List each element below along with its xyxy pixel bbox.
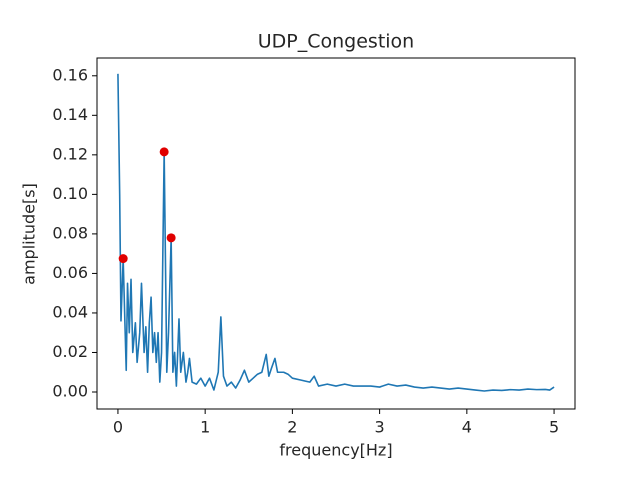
y-tick-label: 0.12 — [52, 144, 88, 163]
x-tick-label: 4 — [462, 418, 472, 437]
y-tick-label: 0.00 — [52, 382, 88, 401]
x-tick-label: 0 — [113, 418, 123, 437]
peak-point — [166, 233, 176, 243]
y-tick-label: 0.16 — [52, 65, 88, 84]
y-tick-label: 0.10 — [52, 184, 88, 203]
y-tick-label: 0.14 — [52, 105, 88, 124]
y-axis-label: amplitude[s] — [20, 183, 39, 285]
peak-point — [118, 254, 128, 264]
x-axis-label: frequency[Hz] — [279, 441, 392, 460]
x-tick-label: 1 — [200, 418, 210, 437]
y-tick-label: 0.04 — [52, 302, 88, 321]
x-tick-label: 3 — [375, 418, 385, 437]
y-tick-label: 0.02 — [52, 342, 88, 361]
x-tick-label: 5 — [549, 418, 559, 437]
x-tick-label: 2 — [287, 418, 297, 437]
chart-title: UDP_Congestion — [258, 31, 414, 53]
plot-frame — [96, 57, 576, 410]
data-line — [117, 73, 555, 392]
peak-point — [159, 147, 169, 157]
y-tick-label: 0.08 — [52, 223, 88, 242]
y-tick-label: 0.06 — [52, 263, 88, 282]
